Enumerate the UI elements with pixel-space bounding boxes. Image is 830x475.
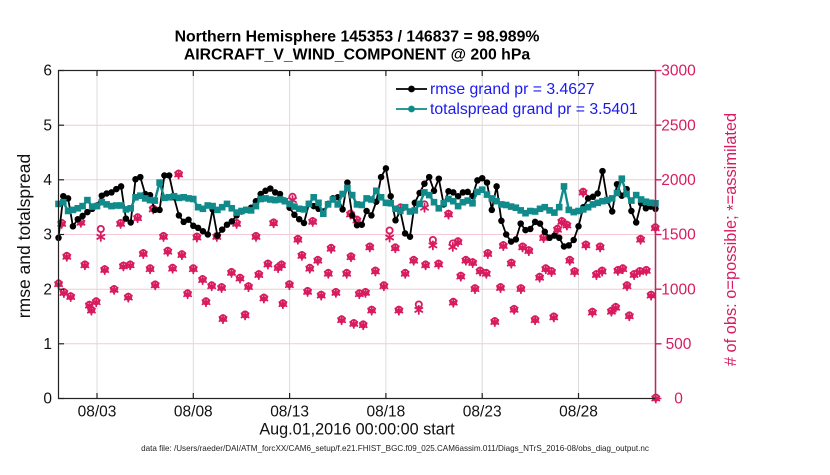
svg-text:# of obs: o=possible; *=assimi: # of obs: o=possible; *=assimilated — [722, 113, 743, 366]
svg-text:500: 500 — [666, 336, 692, 353]
svg-text:data file: /Users/raeder/DAI/A: data file: /Users/raeder/DAI/ATM_forcXX/… — [141, 444, 649, 453]
svg-text:08/08: 08/08 — [174, 404, 213, 421]
svg-text:1000: 1000 — [661, 281, 696, 298]
svg-text:AIRCRAFT_V_WIND_COMPONENT @ 20: AIRCRAFT_V_WIND_COMPONENT @ 200 hPa — [184, 47, 531, 64]
svg-text:3: 3 — [43, 227, 52, 244]
svg-text:Aug.01,2016 00:00:00 start: Aug.01,2016 00:00:00 start — [259, 421, 455, 439]
svg-text:1500: 1500 — [661, 227, 696, 244]
svg-text:rmse and totalspread: rmse and totalspread — [14, 154, 34, 318]
svg-text:08/18: 08/18 — [367, 404, 406, 421]
svg-text:2: 2 — [43, 281, 52, 298]
svg-text:08/13: 08/13 — [270, 404, 309, 421]
svg-text:6: 6 — [43, 63, 52, 80]
svg-text:rmse grand pr = 3.4627: rmse grand pr = 3.4627 — [430, 81, 595, 98]
svg-text:08/03: 08/03 — [78, 404, 117, 421]
svg-text:08/28: 08/28 — [559, 404, 598, 421]
svg-text:2500: 2500 — [661, 117, 696, 134]
svg-text:0: 0 — [674, 391, 683, 408]
svg-text:0: 0 — [43, 391, 52, 408]
svg-text:5: 5 — [43, 117, 52, 134]
svg-text:3000: 3000 — [661, 63, 696, 80]
svg-text:totalspread grand pr = 3.5401: totalspread grand pr = 3.5401 — [430, 101, 638, 118]
svg-text:1: 1 — [43, 336, 52, 353]
svg-text:4: 4 — [43, 172, 52, 189]
svg-text:Northern Hemisphere 145353 / 1: Northern Hemisphere 145353 / 146837 = 98… — [175, 29, 540, 46]
svg-text:08/23: 08/23 — [463, 404, 502, 421]
svg-text:2000: 2000 — [661, 172, 696, 189]
